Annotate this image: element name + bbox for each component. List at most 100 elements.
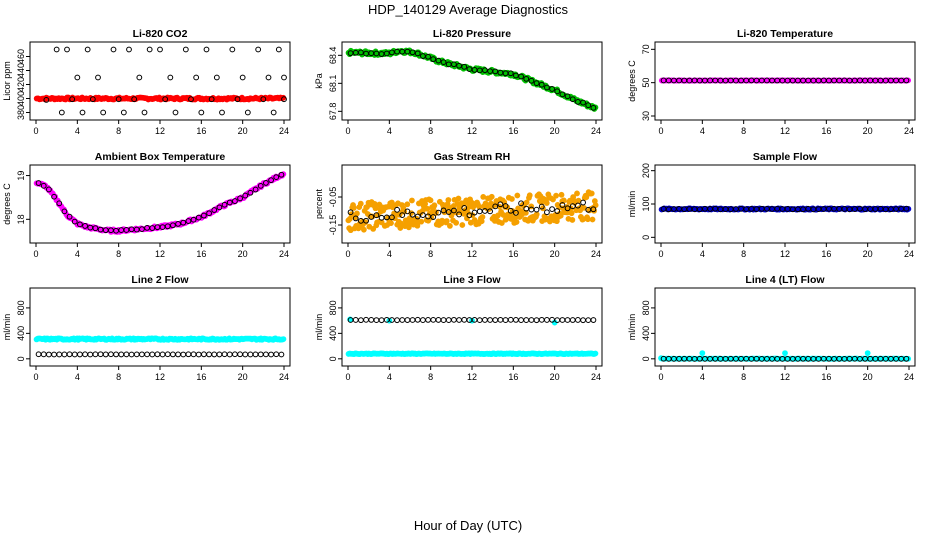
data-point [466, 212, 473, 219]
data-point [564, 93, 571, 100]
data-point [549, 86, 555, 92]
data-point [373, 317, 380, 324]
plot-frame [29, 41, 291, 121]
data-point [564, 317, 571, 323]
data-point [409, 211, 416, 218]
chart-panel: Li-820 Temperature 0 4 8 12 16 20 24 30 50 70 degre… [627, 28, 916, 136]
x-tick-label: 0 [345, 249, 350, 259]
y-tick-label: 0 [641, 235, 651, 240]
x-tick-label: 8 [116, 372, 121, 382]
y-axis-label: Licor ppm [2, 61, 12, 101]
data-point [502, 203, 509, 209]
chart-panel: Line 2 Flow 0 4 8 12 16 20 24 0 400 800 ml/min [2, 274, 291, 382]
data-point [699, 350, 706, 356]
data-point [455, 195, 462, 202]
x-tick-label: 12 [155, 126, 165, 136]
data-point [509, 196, 515, 202]
data-point [435, 317, 442, 323]
x-tick-label: 12 [467, 372, 477, 382]
data-point [592, 350, 599, 357]
data-point [399, 212, 406, 218]
data-point [363, 316, 369, 323]
data-point [492, 68, 499, 75]
data-point [782, 350, 788, 356]
data-point [378, 214, 385, 221]
y-tick-label: 68.1 [328, 75, 338, 93]
data-point [523, 205, 530, 212]
chart-panel: Ambient Box Temperature 0 4 8 12 16 20 24 18 19 de… [2, 151, 291, 259]
y-axis-label: ml/min [314, 314, 324, 341]
data-point [77, 351, 83, 358]
data-point [588, 190, 595, 197]
data-point [43, 97, 50, 103]
data-point [590, 317, 597, 323]
data-point [368, 317, 375, 323]
data-point [74, 74, 81, 81]
data-point [430, 316, 437, 323]
data-point [487, 317, 493, 323]
data-point [492, 203, 499, 210]
y-tick-label: 0 [16, 356, 26, 361]
data-point [89, 96, 96, 103]
data-point [523, 75, 530, 82]
data-point [120, 109, 127, 116]
y-tick-label: 400 [16, 326, 26, 341]
data-point [443, 218, 450, 224]
x-tick-label: 16 [821, 372, 831, 382]
data-point [479, 214, 486, 220]
data-point [270, 109, 277, 116]
data-point [507, 207, 514, 214]
data-point [242, 351, 249, 358]
data-point [350, 205, 357, 211]
x-tick-label: 8 [428, 372, 433, 382]
x-tick-label: 24 [279, 372, 289, 382]
data-point [427, 197, 434, 204]
data-point [409, 49, 416, 56]
x-tick-label: 0 [33, 126, 38, 136]
data-point [414, 50, 421, 57]
x-tick-label: 20 [550, 249, 560, 259]
data-point [435, 209, 442, 216]
x-tick-label: 4 [387, 126, 392, 136]
data-point [221, 201, 228, 208]
data-point [185, 351, 192, 358]
x-tick-label: 4 [700, 249, 705, 259]
data-point [40, 351, 47, 358]
data-point [180, 219, 187, 226]
y-axis-label: ml/min [627, 314, 637, 341]
y-tick-label: 68.4 [328, 47, 338, 65]
data-point [46, 351, 52, 358]
data-point [482, 67, 488, 74]
data-point [213, 74, 220, 81]
data-point [46, 186, 52, 193]
x-tick-label: 4 [75, 126, 80, 136]
data-point [425, 316, 431, 323]
data-point [559, 91, 566, 98]
y-tick-label: 400 [16, 91, 26, 106]
data-point [451, 61, 457, 68]
x-tick-label: 12 [155, 249, 165, 259]
data-point [518, 317, 524, 323]
data-point [409, 197, 415, 204]
data-point [445, 197, 452, 203]
data-point [373, 212, 380, 219]
series-average [35, 351, 285, 358]
data-point [533, 317, 540, 324]
y-tick-label: 440 [16, 63, 26, 78]
series-average [347, 199, 597, 224]
data-point [451, 316, 457, 323]
data-point [82, 351, 88, 358]
data-point [278, 171, 285, 178]
data-point [237, 195, 243, 202]
data-point [507, 316, 514, 323]
x-tick-label: 0 [658, 126, 663, 136]
data-point [498, 220, 505, 226]
y-tick-label: 70 [641, 44, 651, 54]
data-point [216, 351, 223, 358]
data-point [226, 351, 233, 358]
data-point [453, 219, 460, 226]
y-tick-label: 0 [328, 356, 338, 361]
series-raw [345, 47, 599, 112]
data-point [110, 46, 117, 53]
data-point [569, 317, 576, 323]
